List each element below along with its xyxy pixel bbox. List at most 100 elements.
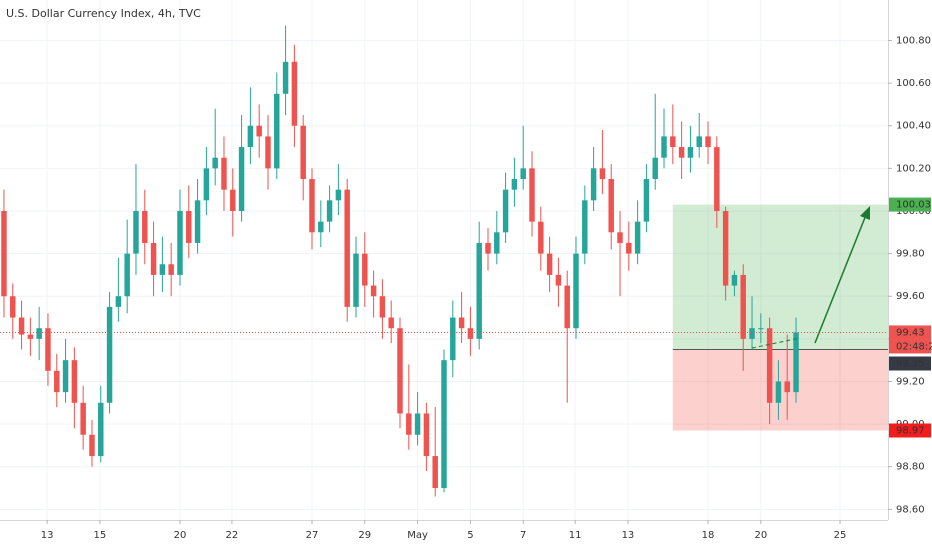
candle-body: [652, 157, 658, 180]
candle-body: [731, 274, 738, 286]
candle-body: [670, 136, 676, 148]
candle-body: [626, 242, 632, 254]
candle-body: [194, 200, 201, 243]
candle-body: [10, 296, 16, 318]
candle-body: [186, 210, 192, 243]
target-tag-bg: [889, 197, 931, 212]
candle-body: [159, 264, 166, 275]
candle-body: [538, 221, 544, 254]
candle-body: [546, 253, 553, 275]
candle-body: [370, 285, 377, 297]
stop-tag-bg: [889, 423, 931, 438]
candle-body: [714, 147, 720, 211]
candle-body: [590, 168, 597, 201]
candle-body: [485, 242, 491, 254]
chart-title: U.S. Dollar Currency Index, 4h, TVC: [6, 7, 201, 20]
candle-body: [291, 61, 298, 126]
candle-body: [414, 413, 421, 435]
candle-body: [749, 328, 755, 339]
candle-body: [722, 210, 729, 286]
y-tick-label: 99.60: [896, 291, 925, 302]
entry-tag-bg: [889, 356, 931, 371]
candle-body: [520, 168, 526, 180]
candle-body: [98, 402, 104, 457]
candle-body: [353, 253, 359, 307]
candle-body: [27, 334, 34, 339]
candle-body: [318, 221, 324, 233]
candle-body: [265, 136, 271, 169]
candle-body: [89, 434, 95, 457]
candle-body: [476, 242, 482, 339]
candle-body: [687, 147, 694, 158]
candle-body: [502, 189, 509, 233]
candle-body: [274, 93, 280, 169]
candle-body: [661, 136, 667, 158]
candle-body: [450, 317, 456, 361]
candle-body: [793, 332, 799, 393]
last-price-tag-bg: [889, 325, 931, 340]
candle-body: [142, 210, 148, 243]
candle-body: [458, 317, 465, 329]
candle-body: [45, 328, 51, 371]
y-tick-label: 100.40: [896, 121, 931, 132]
y-tick-label: 100.60: [896, 78, 931, 89]
candle-body: [432, 456, 438, 489]
y-tick-label: 100.80: [896, 35, 931, 46]
x-tick-label: May: [407, 530, 428, 541]
candle-body: [62, 360, 69, 393]
entry-tag: 99.35: [896, 359, 925, 370]
candle-body: [124, 253, 130, 297]
candle-body: [643, 179, 650, 222]
last-price-tag: 99.43: [896, 327, 925, 338]
candle-body: [300, 125, 306, 180]
candle-body: [212, 157, 218, 169]
candle-body: [71, 360, 78, 403]
candle-body: [705, 136, 711, 148]
x-tick-label: 27: [306, 530, 319, 541]
candle-body: [696, 136, 702, 148]
candle-body: [388, 317, 394, 329]
countdown-tag-bg: [889, 339, 931, 354]
candle-body: [282, 61, 289, 94]
candle-body: [177, 210, 183, 275]
candle-body: [678, 147, 685, 158]
candle-body: [617, 232, 623, 243]
dashed-link: [751, 337, 801, 349]
candle-body: [18, 317, 25, 335]
x-tick-label: 13: [622, 530, 635, 541]
y-tick-label: 98.80: [896, 462, 925, 473]
candle-body: [203, 168, 210, 201]
candle-body: [326, 200, 333, 222]
x-tick-label: 5: [467, 530, 473, 541]
candle-body: [238, 147, 245, 211]
x-tick-label: 11: [569, 530, 582, 541]
x-tick-label: 7: [520, 530, 526, 541]
y-tick-label: 99.20: [896, 376, 925, 387]
candle-body: [608, 179, 614, 233]
arrow-head: [860, 206, 870, 220]
x-tick-label: 29: [358, 530, 371, 541]
stop-tag: 98.97: [896, 425, 925, 436]
candle-body: [634, 221, 641, 254]
candle-body: [256, 125, 262, 137]
candle-body: [573, 253, 579, 329]
candle-body: [309, 179, 315, 233]
x-tick-label: 15: [94, 530, 107, 541]
candle-body: [362, 253, 368, 286]
arrow-line: [814, 214, 867, 344]
candle-body: [766, 328, 773, 403]
candle-body: [133, 210, 139, 254]
candle-body: [230, 189, 236, 211]
candle-body: [247, 125, 254, 148]
x-tick-label: 18: [702, 530, 715, 541]
candle-body: [344, 189, 350, 307]
candle-body: [582, 200, 588, 254]
countdown-tag: 02:48:29: [896, 341, 932, 352]
candle-body: [168, 264, 174, 275]
profit-zone: [672, 204, 888, 350]
y-tick-label: 100.20: [896, 163, 931, 174]
x-tick-label: 25: [834, 530, 847, 541]
candle-body: [555, 274, 562, 286]
